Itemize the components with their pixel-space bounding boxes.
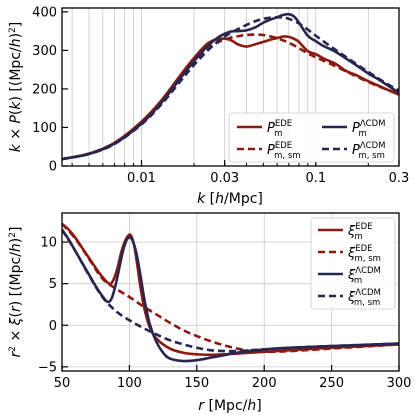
bottom-series-line: [62, 222, 399, 354]
legend-label-ede: PEDE m: [267, 119, 292, 139]
bottom-x-tick-label: 300: [387, 376, 412, 391]
bottom-x-tick-label: 50: [54, 376, 71, 391]
top-series-lines: [62, 12, 399, 161]
top-x-tick-label: 0.01: [127, 171, 156, 186]
legend-label-lcdm-sm: PΛCDM m, sm: [352, 141, 385, 161]
bottom-series-line: [62, 228, 399, 363]
bottom-x-tick-label: 250: [319, 376, 344, 391]
legend-label-xi-lcdm-sm: ξΛCDM m, sm: [347, 288, 381, 308]
top-y-axis-title: k × P(k) [(Mpc/h)2]: [8, 22, 24, 153]
bottom-series-line: [62, 228, 399, 353]
bottom-y-tick-label: −5: [38, 360, 57, 375]
bottom-x-tick-label: 200: [252, 376, 277, 391]
top-axes-frame: [61, 7, 400, 167]
top-x-tick-label: 0.1: [305, 171, 326, 186]
correlation-function-panel: 50 100 150 200 250 300 −5 0 5 10 r [Mpc/h] r2 × ξ…: [8, 212, 412, 414]
top-x-tick-label: 0.3: [389, 171, 410, 186]
legend-label-ede-sm: PEDE m, sm: [267, 141, 301, 161]
bottom-y-axis-title: r2 × ξ(r) [(Mpc/h)2]: [8, 227, 24, 358]
top-series-line: [62, 15, 399, 161]
top-y-tick-label: 200: [32, 82, 57, 97]
bottom-series-lines: [62, 222, 399, 363]
top-y-tick-label: 100: [32, 121, 57, 136]
bottom-x-tick-label: 100: [117, 376, 142, 391]
bottom-x-tick-label: 150: [184, 376, 209, 391]
top-x-axis-title: k [h/Mpc]: [197, 191, 263, 207]
top-y-tick-label: 0: [49, 160, 57, 175]
top-y-tick-label: 300: [32, 44, 57, 59]
bottom-y-tick-label: 5: [49, 277, 57, 292]
top-x-tick-label: 0.03: [210, 171, 239, 186]
bottom-x-axis-title: r [Mpc/h]: [198, 398, 261, 414]
legend-label-xi-lcdm: ξΛCDM m: [347, 266, 381, 286]
legend-label-lcdm: PΛCDM m: [352, 119, 385, 139]
legend-label-xi-ede: ξEDE m: [347, 222, 373, 242]
bottom-legend: ξEDE m ξEDE m, sm ξΛCDM m ξΛCDM m, sm: [310, 217, 396, 310]
bottom-axes-frame: [61, 212, 400, 372]
top-y-tick-label: 400: [32, 5, 57, 20]
power-spectrum-panel: 0.01 0.03 0.1 0.3 0 100 200 300 400 k [h/Mpc] k …: [8, 5, 409, 207]
top-series-line: [62, 33, 399, 161]
bottom-y-tick-label: 0: [49, 319, 57, 334]
legend-label-xi-ede-sm: ξEDE m, sm: [347, 244, 381, 264]
top-legend: PEDE m PEDE m, sm PΛCDM m PΛCDM m, sm: [228, 112, 395, 163]
bottom-ticks: 50 100 150 200 250 300 −5 0 5 10: [38, 236, 412, 391]
bottom-y-tick-label: 10: [40, 236, 57, 251]
top-series-line: [62, 35, 399, 161]
top-ticks: 0.01 0.03 0.1 0.3 0 100 200 300 400: [32, 5, 409, 186]
